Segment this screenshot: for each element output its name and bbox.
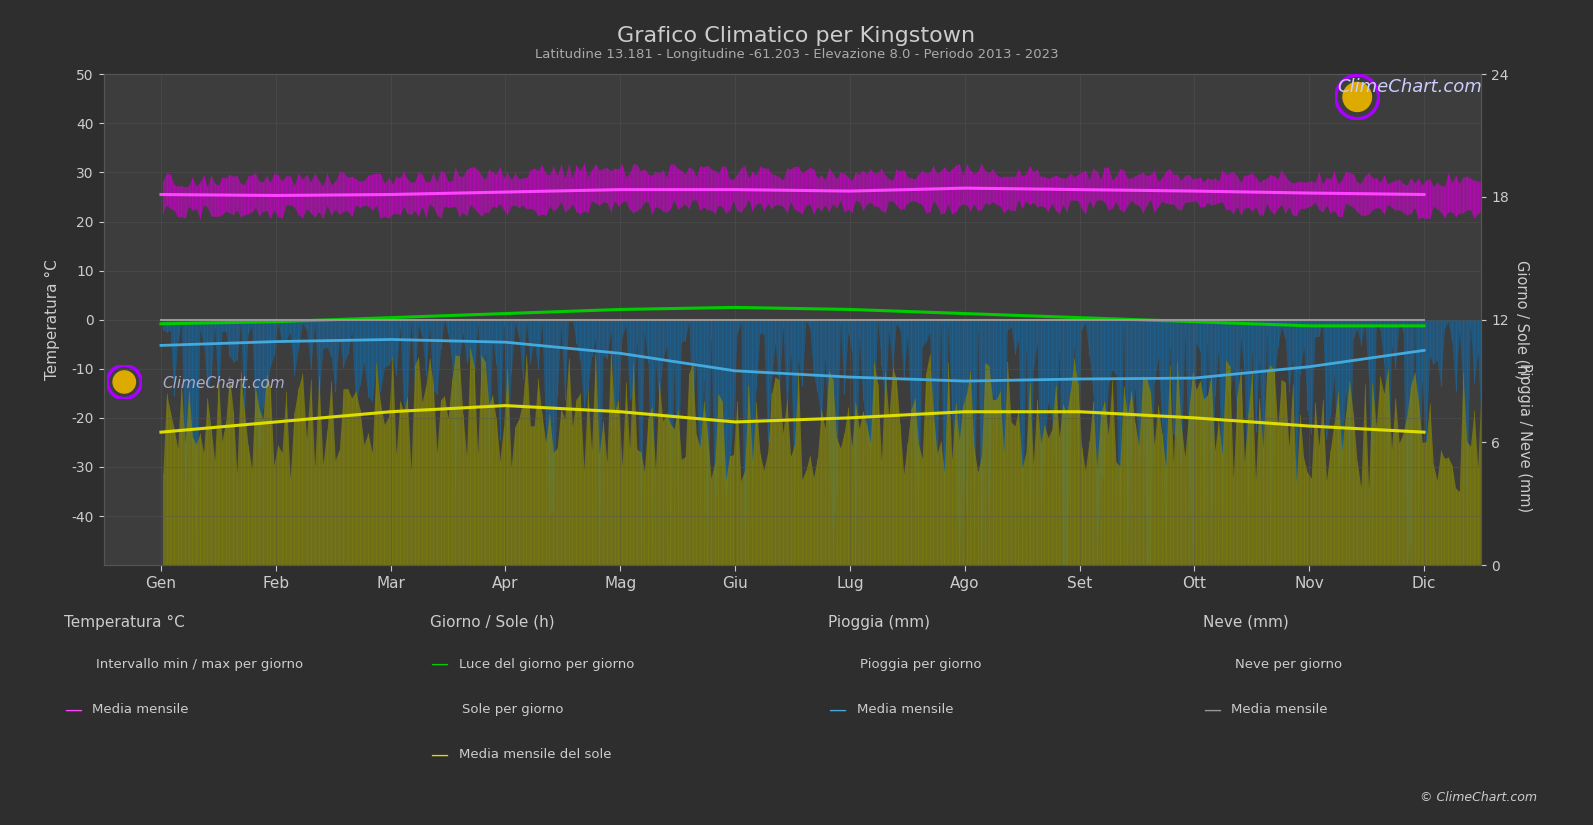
Circle shape [113, 371, 135, 393]
Text: —: — [1203, 700, 1220, 719]
Text: Neve (mm): Neve (mm) [1203, 615, 1289, 629]
Text: —: — [430, 746, 448, 764]
Text: ClimeChart.com: ClimeChart.com [162, 376, 285, 391]
Text: —: — [430, 655, 448, 673]
Y-axis label: Temperatura °C: Temperatura °C [45, 259, 61, 380]
Text: Media mensile: Media mensile [1231, 703, 1329, 716]
Text: Media mensile: Media mensile [857, 703, 954, 716]
Text: Intervallo min / max per giorno: Intervallo min / max per giorno [96, 658, 303, 671]
Text: Pioggia per giorno: Pioggia per giorno [860, 658, 981, 671]
Text: Media mensile del sole: Media mensile del sole [459, 748, 612, 761]
Text: Giorno / Sole (h): Giorno / Sole (h) [430, 615, 554, 629]
Text: —: — [64, 700, 81, 719]
Text: ClimeChart.com: ClimeChart.com [1338, 78, 1481, 97]
Text: Pioggia (mm): Pioggia (mm) [828, 615, 930, 629]
Circle shape [1343, 82, 1372, 111]
Text: © ClimeChart.com: © ClimeChart.com [1421, 791, 1537, 804]
Text: —: — [828, 700, 846, 719]
Text: Media mensile: Media mensile [92, 703, 190, 716]
Text: Luce del giorno per giorno: Luce del giorno per giorno [459, 658, 634, 671]
Text: Pioggia / Neve (mm): Pioggia / Neve (mm) [1517, 363, 1532, 512]
Text: Grafico Climatico per Kingstown: Grafico Climatico per Kingstown [618, 26, 975, 46]
Y-axis label: Giorno / Sole (h): Giorno / Sole (h) [1515, 260, 1529, 380]
Text: Temperatura °C: Temperatura °C [64, 615, 185, 629]
Text: Latitudine 13.181 - Longitudine -61.203 - Elevazione 8.0 - Periodo 2013 - 2023: Latitudine 13.181 - Longitudine -61.203 … [535, 48, 1058, 61]
Text: Sole per giorno: Sole per giorno [462, 703, 564, 716]
Text: Neve per giorno: Neve per giorno [1235, 658, 1341, 671]
